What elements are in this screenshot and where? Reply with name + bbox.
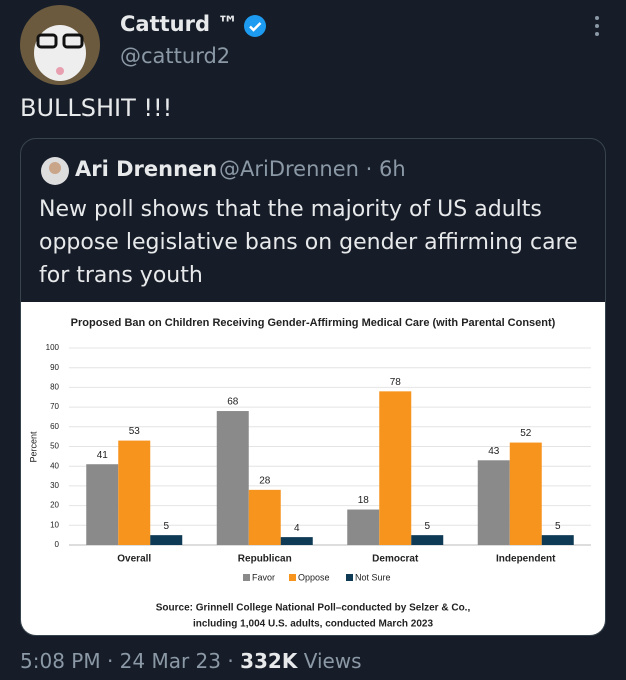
value-label: 43 bbox=[488, 446, 500, 457]
bar bbox=[379, 391, 412, 545]
legend-label: Not Sure bbox=[355, 572, 391, 582]
bar bbox=[216, 411, 249, 545]
tweet-text: BULLSHIT !!! bbox=[20, 94, 173, 122]
quote-text: New poll shows that the majority of US a… bbox=[39, 193, 578, 292]
legend-swatch bbox=[289, 574, 296, 581]
y-tick-label: 40 bbox=[50, 461, 59, 470]
value-label: 28 bbox=[259, 475, 271, 486]
y-tick-label: 100 bbox=[46, 343, 60, 352]
value-label: 78 bbox=[390, 377, 402, 388]
y-tick-label: 90 bbox=[50, 363, 59, 372]
value-label: 5 bbox=[424, 521, 430, 532]
value-label: 5 bbox=[555, 521, 561, 532]
legend-swatch bbox=[346, 574, 353, 581]
avatar[interactable] bbox=[20, 5, 100, 85]
x-tick-label: Independent bbox=[496, 554, 556, 565]
bar bbox=[248, 489, 281, 545]
value-label: 68 bbox=[227, 397, 239, 408]
value-label: 4 bbox=[294, 523, 300, 534]
x-tick-label: Democrat bbox=[372, 554, 419, 565]
legend-label: Oppose bbox=[298, 572, 330, 582]
verified-badge bbox=[244, 15, 266, 37]
legend-label: Favor bbox=[252, 572, 275, 582]
more-button[interactable] bbox=[592, 14, 602, 38]
bar bbox=[118, 440, 151, 545]
bar bbox=[347, 509, 380, 545]
footer: 5:08 PM · 24 Mar 23 · 332K Views bbox=[20, 649, 362, 673]
y-tick-label: 30 bbox=[50, 481, 59, 490]
y-tick-label: 80 bbox=[50, 383, 59, 392]
source: Source: Grinnell College National Poll–c… bbox=[156, 603, 471, 614]
legend-swatch bbox=[243, 574, 250, 581]
author-handle[interactable]: @catturd2 bbox=[120, 44, 231, 68]
x-tick-label: Overall bbox=[117, 554, 151, 565]
value-label: 5 bbox=[163, 521, 169, 532]
bar bbox=[150, 535, 183, 545]
y-tick-label: 0 bbox=[55, 540, 60, 549]
quote-card[interactable]: Ari Drennen @AriDrennen · 6h New poll sh… bbox=[20, 138, 606, 636]
chart: Proposed Ban on Children Receiving Gende… bbox=[21, 302, 605, 635]
view-count: 332K bbox=[240, 649, 298, 673]
value-label: 41 bbox=[97, 450, 109, 461]
quote-name[interactable]: Ari Drennen bbox=[75, 157, 218, 181]
bar bbox=[280, 537, 313, 545]
author-name[interactable]: Catturd ™ bbox=[120, 12, 239, 36]
x-tick-label: Republican bbox=[238, 554, 292, 565]
y-tick-label: 50 bbox=[50, 442, 59, 451]
timestamp: 5:08 PM · 24 Mar 23 · bbox=[20, 649, 234, 673]
y-tick-label: 20 bbox=[50, 501, 59, 510]
bar bbox=[509, 442, 542, 545]
chart-title: Proposed Ban on Children Receiving Gende… bbox=[71, 317, 556, 329]
quote-line: oppose legislative bans on gender affirm… bbox=[39, 230, 578, 255]
quote-line: for trans youth bbox=[39, 263, 203, 288]
source: including 1,004 U.S. adults, conducted M… bbox=[193, 619, 434, 630]
views-label: Views bbox=[303, 649, 362, 673]
quote-avatar bbox=[41, 157, 69, 185]
bar bbox=[86, 464, 119, 545]
y-tick-label: 10 bbox=[50, 520, 59, 529]
y-axis-label: Percent bbox=[28, 431, 38, 463]
quote-handle-time: @AriDrennen · 6h bbox=[219, 157, 406, 181]
value-label: 52 bbox=[520, 428, 532, 439]
y-tick-label: 70 bbox=[50, 402, 59, 411]
bar bbox=[477, 460, 510, 545]
value-label: 18 bbox=[358, 495, 370, 506]
y-tick-label: 60 bbox=[50, 422, 59, 431]
value-label: 53 bbox=[129, 426, 141, 437]
bar bbox=[541, 535, 574, 545]
bar bbox=[411, 535, 444, 545]
quote-line: New poll shows that the majority of US a… bbox=[39, 197, 542, 222]
